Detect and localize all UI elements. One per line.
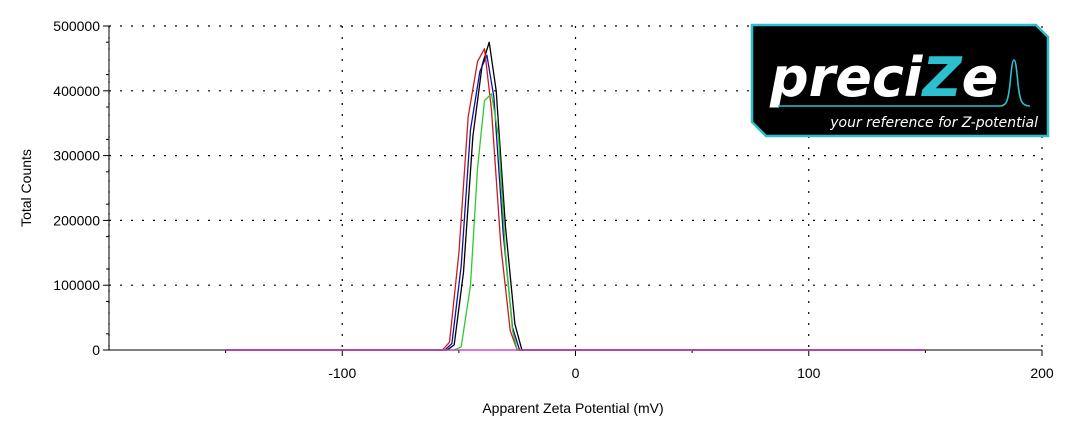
x-tick-label: -100 (328, 365, 356, 381)
logo-brand-z: Z (920, 46, 962, 109)
series-line-3 (225, 48, 926, 351)
series-line-4 (225, 93, 926, 351)
series-layer (225, 41, 926, 351)
x-tick-label: 200 (1030, 365, 1054, 381)
x-axis-label: Apparent Zeta Potential (mV) (482, 400, 663, 416)
y-tick-label: 0 (92, 342, 100, 358)
x-tick-label: 0 (572, 365, 580, 381)
grid-layer (108, 25, 1043, 350)
y-tick-label: 400000 (53, 83, 100, 99)
series-line-2 (225, 54, 926, 351)
logo-tagline: your reference for Z-potential (829, 115, 1038, 131)
y-tick-label: 300000 (53, 148, 100, 164)
y-axis-label: Total Counts (18, 149, 34, 227)
logo-wordmark: preciZe (769, 46, 998, 109)
logo-background (750, 23, 1050, 138)
logo-brand-suffix: e (962, 46, 999, 109)
y-tick-label: 100000 (53, 277, 100, 293)
x-tick-label: 100 (797, 365, 821, 381)
precize-logo: preciZe your reference for Z-potential (750, 23, 1050, 138)
logo-peak-curve-icon (778, 59, 1031, 107)
tick-layer: 0 100000 200000 300000 400000 500000 -100 0 100 2… (53, 18, 1054, 381)
y-tick-label: 200000 (53, 212, 100, 228)
logo-brand-prefix: preci (769, 46, 924, 109)
y-tick-label: 500000 (53, 18, 100, 34)
